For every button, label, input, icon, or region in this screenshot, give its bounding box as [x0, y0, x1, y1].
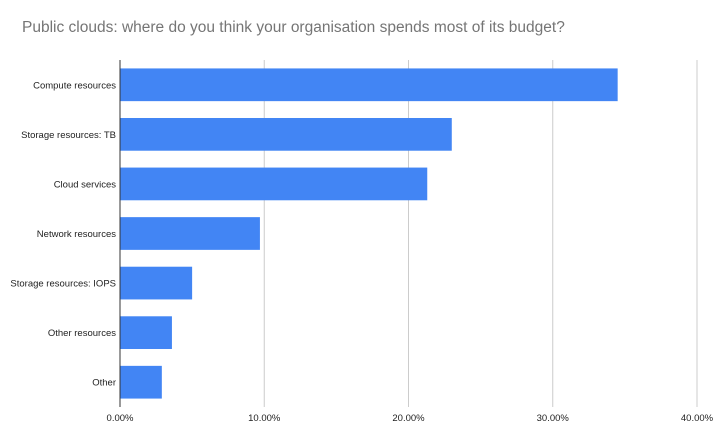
bar: [120, 167, 428, 201]
category-label: Other: [92, 378, 116, 389]
x-tick-label: 20.00%: [392, 413, 425, 424]
bar: [120, 217, 260, 250]
category-label: Cloud services: [54, 179, 117, 190]
category-label: Network resources: [37, 229, 116, 240]
bar: [120, 266, 193, 300]
category-label: Compute resources: [33, 80, 116, 91]
bars: [120, 68, 618, 399]
chart-title: Public clouds: where do you think your o…: [22, 19, 565, 36]
bar: [120, 117, 452, 151]
bar: [120, 316, 172, 350]
x-tick-label: 0.00%: [107, 413, 134, 424]
tick-labels: 0.00% 10.00% 20.00% 30.00% 40.00%: [107, 413, 714, 424]
bar: [120, 68, 618, 102]
bar: [120, 365, 162, 399]
category-labels: Compute resources Storage resources: TB Cl…: [10, 80, 116, 388]
category-label: Other resources: [48, 328, 116, 339]
x-tick-label: 40.00%: [681, 413, 714, 424]
category-label: Storage resources: IOPS: [10, 279, 116, 290]
x-tick-label: 10.00%: [248, 413, 281, 424]
category-label: Storage resources: TB: [21, 130, 116, 141]
x-tick-label: 30.00%: [537, 413, 570, 424]
